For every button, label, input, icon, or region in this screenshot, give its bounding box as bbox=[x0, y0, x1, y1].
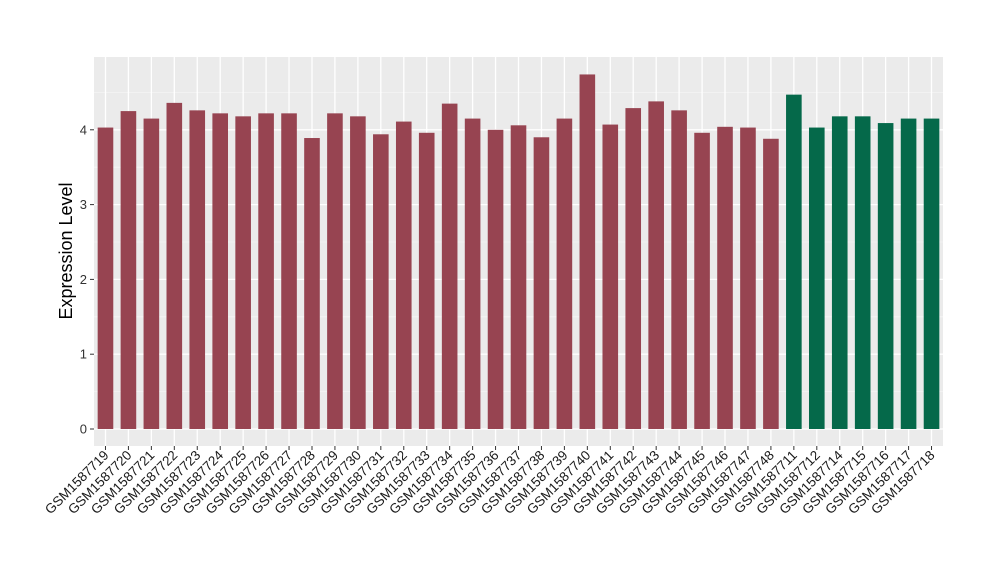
bar-GSM1587740 bbox=[579, 74, 596, 429]
bar-GSM1587742 bbox=[625, 108, 642, 429]
bar-GSM1587712 bbox=[808, 127, 825, 429]
bar-GSM1587716 bbox=[877, 123, 894, 430]
bar-GSM1587748 bbox=[763, 138, 779, 429]
bar-GSM1587728 bbox=[304, 138, 320, 429]
bar-GSM1587730 bbox=[350, 116, 366, 429]
bar-GSM1587715 bbox=[854, 116, 871, 429]
bar-GSM1587727 bbox=[281, 113, 297, 430]
bar-GSM1587731 bbox=[373, 134, 389, 429]
bar-GSM1587718 bbox=[923, 118, 940, 429]
bar-GSM1587734 bbox=[441, 103, 458, 430]
y-tick-label: 4 bbox=[80, 122, 87, 137]
y-tick-label: 0 bbox=[80, 422, 87, 437]
bar-GSM1587729 bbox=[327, 113, 343, 430]
bar-GSM1587736 bbox=[487, 129, 504, 430]
bar-GSM1587732 bbox=[395, 121, 412, 430]
bar-GSM1587722 bbox=[166, 102, 183, 429]
y-axis: 0 1 2 3 4 bbox=[80, 122, 94, 437]
bar-GSM1587739 bbox=[556, 118, 573, 429]
bar-GSM1587747 bbox=[740, 127, 756, 429]
y-tick-label: 1 bbox=[80, 347, 87, 362]
bar-GSM1587737 bbox=[510, 125, 527, 429]
bars bbox=[97, 74, 940, 430]
bar-GSM1587738 bbox=[533, 137, 550, 429]
bar-GSM1587725 bbox=[235, 116, 251, 429]
bar-GSM1587719 bbox=[97, 127, 114, 429]
bar-GSM1587741 bbox=[602, 124, 619, 430]
y-tick-label: 2 bbox=[80, 272, 87, 287]
bar-GSM1587711 bbox=[786, 94, 802, 430]
x-axis: GSM1587719GSM1587720GSM1587721GSM1587722… bbox=[42, 446, 938, 517]
y-axis-title: Expression Level bbox=[56, 182, 76, 319]
bar-GSM1587733 bbox=[418, 132, 435, 430]
bar-GSM1587745 bbox=[694, 132, 710, 430]
y-tick-label: 3 bbox=[80, 197, 87, 212]
bar-GSM1587721 bbox=[143, 118, 160, 429]
bar-GSM1587746 bbox=[717, 126, 733, 430]
bar-GSM1587726 bbox=[258, 113, 274, 430]
bar-GSM1587723 bbox=[189, 110, 206, 430]
bar-GSM1587717 bbox=[900, 118, 917, 429]
bar-GSM1587743 bbox=[648, 101, 664, 429]
bar-GSM1587714 bbox=[831, 116, 848, 429]
bar-GSM1587724 bbox=[212, 113, 229, 430]
bar-GSM1587720 bbox=[120, 111, 137, 429]
bar-GSM1587735 bbox=[464, 118, 481, 429]
bar-GSM1587744 bbox=[671, 110, 687, 430]
